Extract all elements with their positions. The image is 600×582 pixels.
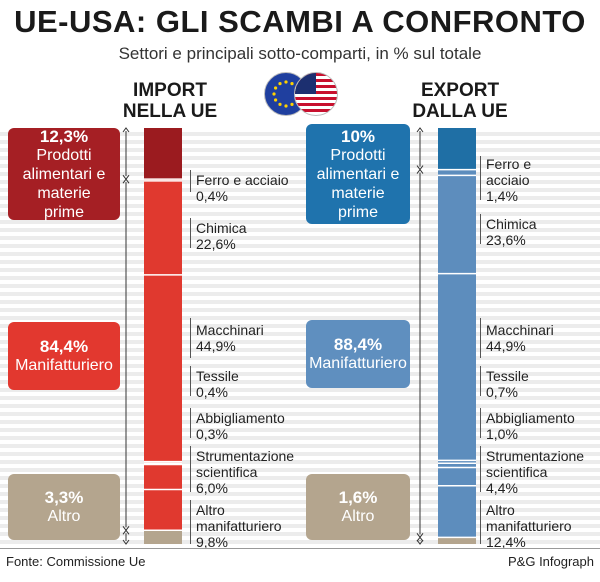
export-box-food-pct: 10% [340, 126, 376, 146]
import-box-food: 12,3% Prodotti alimentari e materie prim… [8, 126, 120, 221]
import-bar-segment-3 [144, 274, 182, 462]
export-box-manuf: 88,4% Manifatturiero [306, 320, 410, 388]
export-measure-arrow [416, 127, 424, 133]
import-bar-segment-7 [144, 489, 182, 531]
chart-subtitle: Settori e principali sotto-comparti, in … [118, 44, 482, 63]
export-bracket [480, 366, 481, 396]
export-box-altro-label: Altro [341, 508, 375, 525]
export-box-altro-pct: 1,6% [338, 488, 378, 507]
export-bar-segment-0 [438, 128, 476, 170]
export-bracket [480, 214, 481, 244]
export-box-manuf-pct: 88,4% [333, 335, 383, 354]
export-sublabel-macchinari: Macchinari 44,9% [486, 322, 554, 354]
export-bracket [480, 408, 481, 438]
export-bar-segment-7 [438, 485, 476, 538]
import-sublabel-tessile: Tessile 0,4% [196, 368, 239, 400]
import-box-altro-label: Altro [47, 508, 81, 525]
import-bracket [190, 500, 191, 544]
import-bar-segment-8 [144, 530, 182, 544]
export-bracket [480, 500, 481, 544]
import-bracket [190, 170, 191, 192]
import-measure-arrow [122, 539, 130, 545]
import-header: IMPORT NELLA UE [100, 80, 240, 122]
export-bar-segment-8 [438, 537, 476, 544]
export-sublabel-chimica: Chimica 23,6% [486, 216, 537, 248]
export-bar-segment-3 [438, 273, 476, 461]
export-sublabel-tessile: Tessile 0,7% [486, 368, 529, 400]
export-sublabel-altromanif: Altro manifatturiero 12,4% [486, 502, 572, 550]
import-measure-arrow [122, 127, 130, 133]
import-bar-segment-6 [144, 464, 182, 490]
import-sublabel-abbigliamento: Abbigliamento 0,3% [196, 410, 285, 442]
import-sublabel-altromanif: Altro manifatturiero 9,8% [196, 502, 282, 550]
import-box-altro: 3,3% Altro [8, 474, 120, 540]
export-bar-segment-4 [438, 460, 476, 464]
export-header: EXPORT DALLA UE [390, 80, 530, 122]
export-measure-arrow [416, 536, 424, 542]
import-bracket [190, 366, 191, 396]
import-bracket [190, 446, 191, 492]
import-bracket [190, 318, 191, 358]
import-sublabel-strumentazione: Strumentazione scientifica 6,0% [196, 448, 295, 496]
import-sublabel-ferro: Ferro e acciaio 0,4% [196, 172, 289, 204]
import-sublabel-macchinari: Macchinari 44,9% [196, 322, 264, 354]
export-box-altro: 1,6% Altro [306, 474, 410, 540]
import-box-manuf-pct: 84,4% [39, 337, 89, 356]
import-box-altro-pct: 3,3% [44, 488, 84, 507]
import-measure-arrow [122, 178, 130, 184]
footer-credit: P&G Infograph [508, 554, 594, 569]
export-sublabel-abbigliamento: Abbigliamento 1,0% [486, 410, 575, 442]
export-bracket [480, 156, 481, 200]
import-box-manuf: 84,4% Manifatturiero [8, 322, 120, 390]
export-measure-arrow [416, 168, 424, 174]
export-bracket [480, 318, 481, 358]
import-measure-arrow [122, 529, 130, 535]
us-flag-icon [294, 72, 338, 116]
export-box-manuf-label: Manifatturiero [309, 355, 407, 372]
export-header-line1: EXPORT [420, 80, 500, 101]
footer-divider [0, 548, 600, 549]
import-sublabel-chimica: Chimica 22,6% [196, 220, 247, 252]
import-header-line1: IMPORT [133, 80, 207, 101]
export-measure-arrow [416, 539, 424, 545]
footer-source: Fonte: Commissione Ue [6, 554, 146, 569]
import-bar-segment-1 [144, 179, 182, 181]
export-bar-segment-5 [438, 463, 476, 468]
export-box-food-label: Prodotti alimentari e materie prime [316, 146, 400, 221]
export-sublabel-strumentazione: Strumentazione scientifica 4,4% [486, 448, 585, 496]
export-bracket [480, 446, 481, 492]
import-bar-segment-4 [144, 461, 182, 464]
import-bar-segment-2 [144, 180, 182, 275]
export-box-food: 10% Prodotti alimentari e materie prime [306, 124, 410, 224]
import-box-food-pct: 12,3% [39, 126, 89, 146]
export-bar-segment-1 [438, 169, 476, 176]
export-sublabel-ferro: Ferro e acciaio 1,4% [486, 156, 532, 204]
export-bar-segment-2 [438, 175, 476, 274]
import-header-line2: NELLA UE [122, 101, 218, 122]
import-box-food-label: Prodotti alimentari e materie prime [22, 146, 106, 221]
export-bar-segment-6 [438, 467, 476, 486]
import-box-manuf-label: Manifatturiero [15, 357, 113, 374]
import-bar-segment-0 [144, 128, 182, 180]
import-bracket [190, 218, 191, 248]
import-bracket [190, 408, 191, 438]
chart-title: UE-USA: GLI SCAMBI A CONFRONTO [14, 4, 586, 39]
export-header-line2: DALLA UE [412, 101, 508, 122]
